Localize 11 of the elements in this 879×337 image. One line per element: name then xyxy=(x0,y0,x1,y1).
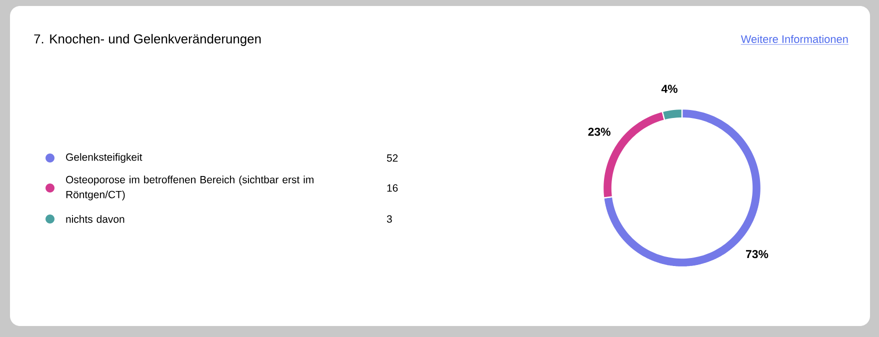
text: 16 xyxy=(387,184,398,192)
text: Weitere Informationen xyxy=(740,34,848,44)
data-label: 73% xyxy=(746,250,768,258)
text: 3 xyxy=(386,215,392,223)
data-label: 4% xyxy=(661,84,678,93)
data-label: 23% xyxy=(588,128,610,136)
legend-label: Gelenksteifigkeit xyxy=(66,153,142,163)
chart-title: 7. Knochen- und Gelenkveränderungen xyxy=(34,34,261,46)
text: 52 xyxy=(386,154,398,162)
legend-label: nichts davon xyxy=(66,215,124,223)
legend-label: Osteoporose im betroffenen Bereich (sichtbar erst im Röntgen/CT) xyxy=(66,176,314,200)
